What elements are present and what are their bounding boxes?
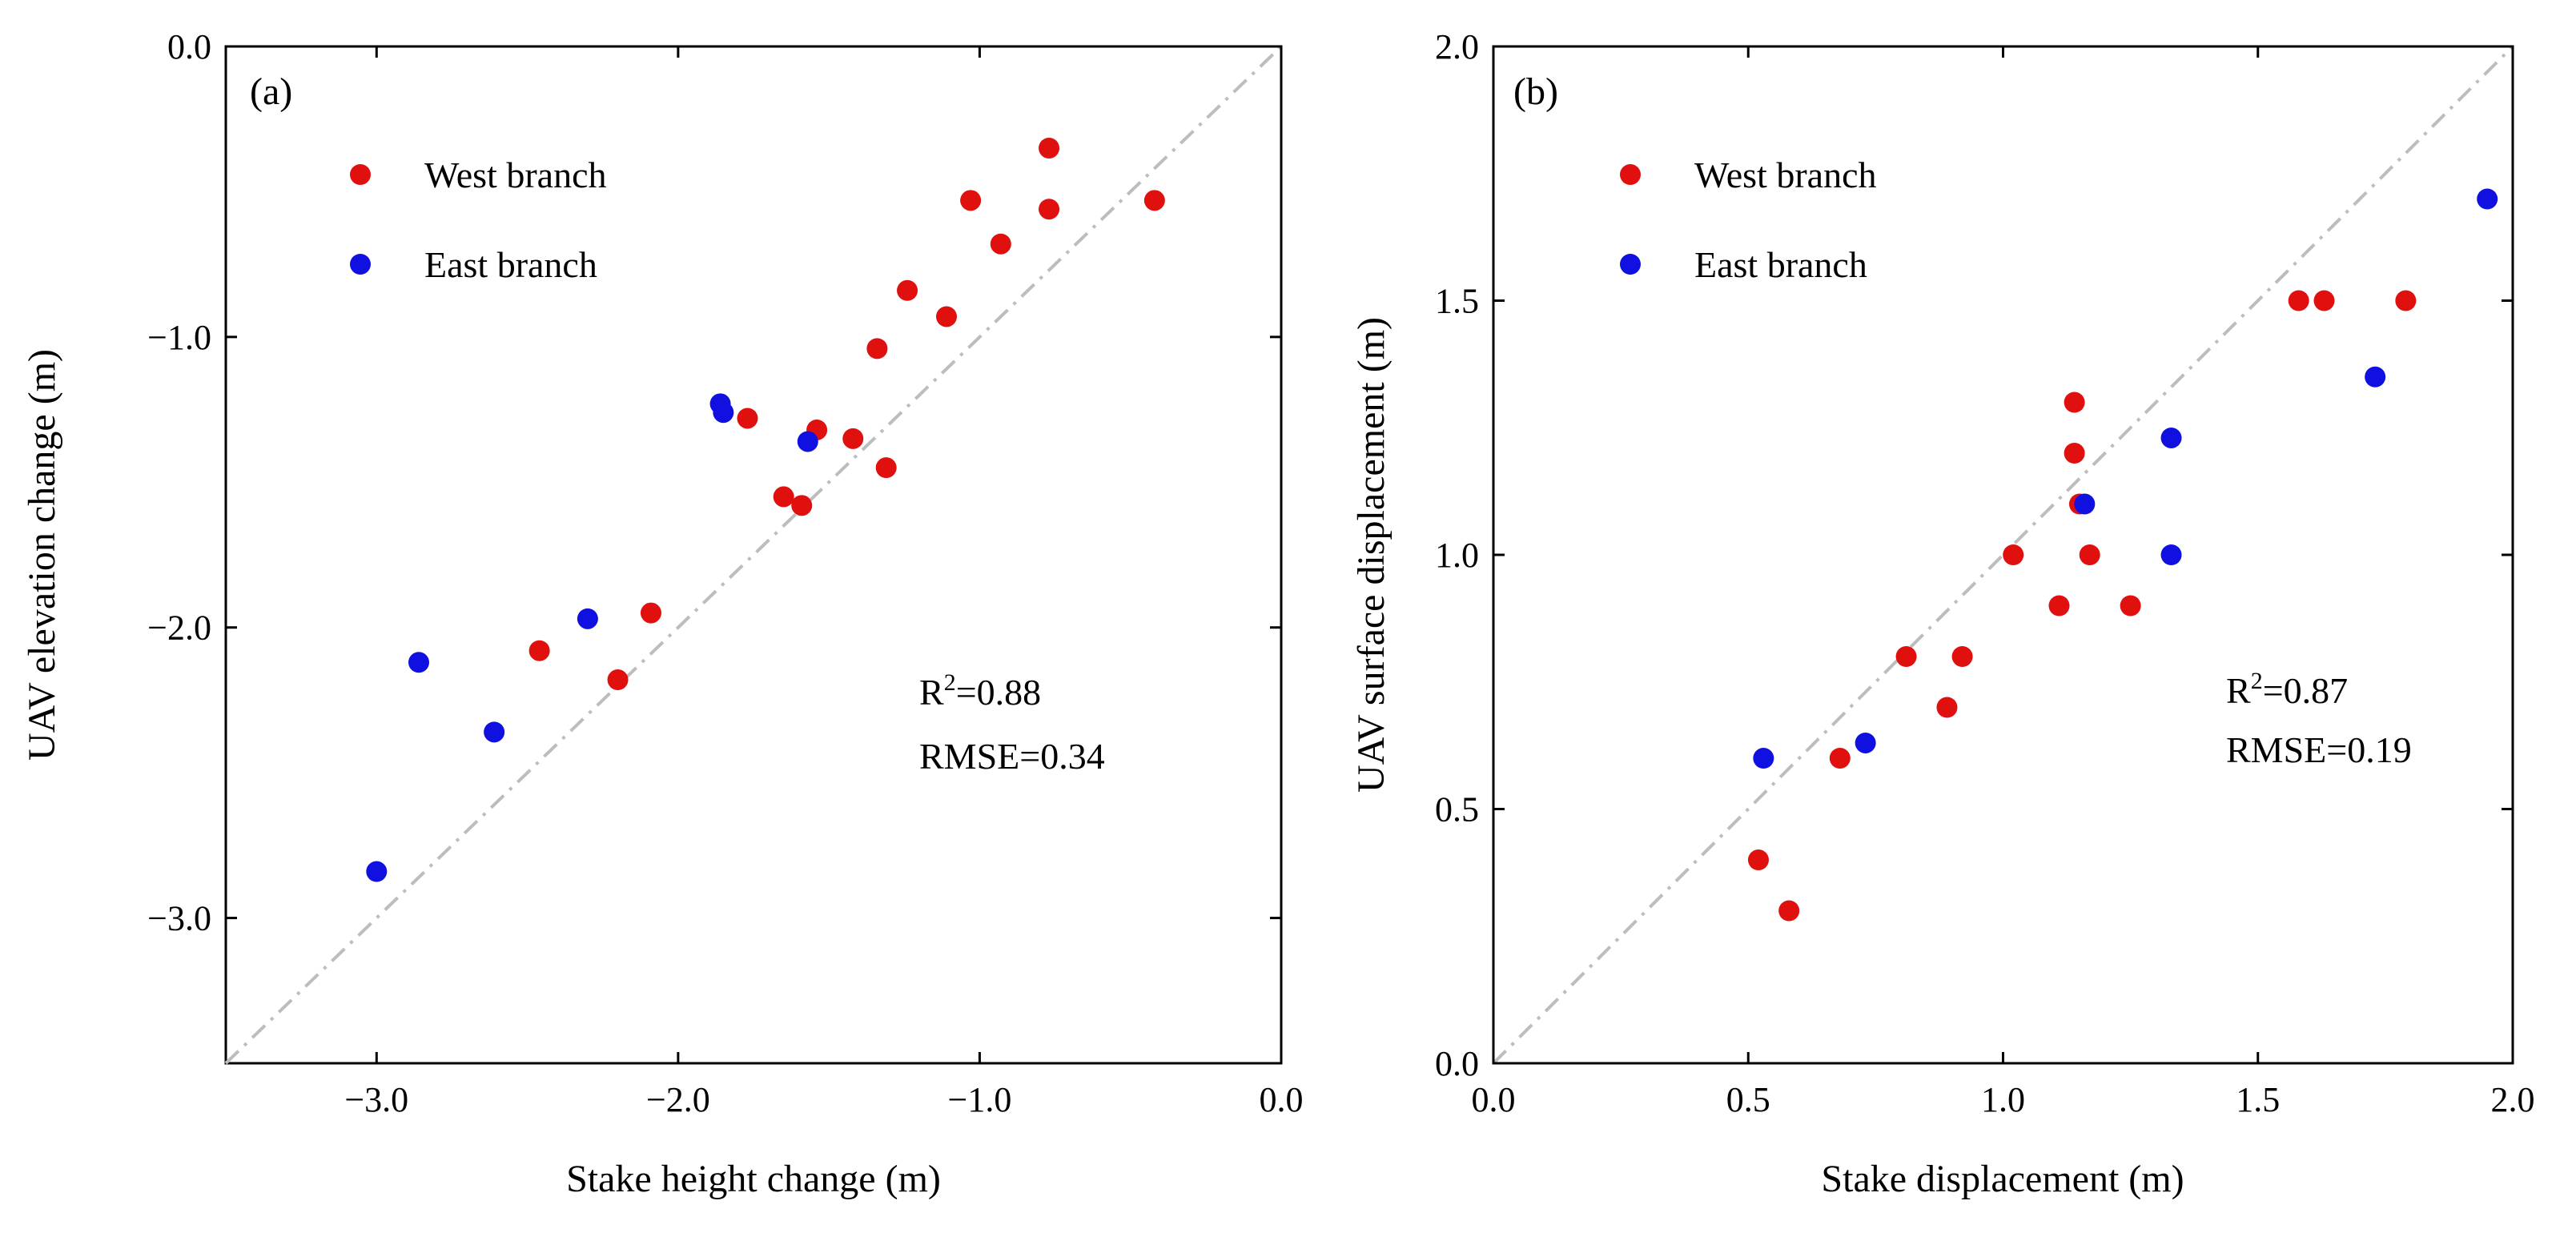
panel-a-legend-west-marker — [350, 164, 371, 185]
panel-b-label: (b) — [1513, 70, 1558, 113]
panel-a-east-point — [484, 721, 505, 743]
panel-b-legend-west-marker — [1620, 164, 1641, 185]
panel-a-east-point — [713, 402, 734, 424]
panel-b-scatter: 0.0 0.5 1.0 1.5 2.0 0.0 0.5 1.0 1.5 2.0 (b) West … — [1350, 27, 2535, 1200]
panel-a-r-squared-value: =0.88 — [956, 672, 1041, 713]
panel-b-legend: West branch East branch — [1620, 155, 1876, 285]
panel-a-y-tick-label: −2.0 — [147, 608, 211, 648]
panel-b-y-tick-label: 0.0 — [1435, 1044, 1479, 1083]
panel-a-ticks: −3.0 −2.0 −1.0 0.0 0.0 −1.0 −2.0 −3.0 — [147, 27, 1303, 1119]
panel-b-west-point — [2120, 595, 2141, 616]
panel-b-west-point — [1829, 748, 1851, 769]
panel-b-legend-east-marker — [1620, 254, 1641, 275]
panel-a-legend-east-label: East branch — [424, 244, 597, 285]
panel-b-ticks: 0.0 0.5 1.0 1.5 2.0 0.0 0.5 1.0 1.5 2.0 — [1435, 27, 2535, 1119]
panel-b-west-point — [2048, 595, 2070, 616]
panel-a-x-axis-title: Stake height change (m) — [566, 1158, 941, 1200]
panel-b-legend-west-label: West branch — [1694, 155, 1876, 195]
panel-a-scatter: −3.0 −2.0 −1.0 0.0 0.0 −1.0 −2.0 −3.0 (a) West … — [21, 27, 1304, 1200]
panel-a-r-squared-sup: 2 — [944, 669, 956, 696]
panel-a-east-point — [577, 608, 598, 629]
panel-b-west-point — [2064, 392, 2085, 413]
panel-b-x-axis-title: Stake displacement (m) — [1821, 1158, 2184, 1200]
panel-a-west-point — [528, 640, 550, 661]
panel-b-x-tick-label: 0.0 — [1472, 1080, 1516, 1119]
panel-b-east-point — [1753, 748, 1774, 769]
panel-b-r-squared: R2=0.87 — [2226, 668, 2348, 711]
panel-a-legend-east-marker — [350, 254, 371, 275]
panel-a-east-point — [408, 652, 430, 673]
panel-a-west-point — [866, 338, 888, 359]
panel-b-east-point — [2477, 188, 2498, 210]
panel-a-r-squared: R2=0.88 — [919, 669, 1041, 713]
panel-b-west-point — [2288, 290, 2309, 311]
panel-b-west-point — [2313, 290, 2335, 311]
panel-b-r-squared-letter: R — [2226, 670, 2251, 711]
panel-a-legend: West branch East branch — [350, 155, 606, 285]
panel-a-west-point — [1143, 190, 1165, 211]
panel-a-west-point — [607, 669, 629, 691]
panel-b-east-point — [2160, 427, 2182, 448]
panel-a-west-point — [960, 190, 982, 211]
panel-b-west-point — [1778, 900, 1800, 922]
panel-a-legend-west-label: West branch — [424, 155, 606, 195]
panel-a-y-tick-label: −3.0 — [147, 899, 211, 938]
panel-b-east-point — [2160, 544, 2182, 565]
panel-a-x-tick-label: −2.0 — [646, 1080, 710, 1119]
panel-a-west-point — [875, 457, 897, 479]
panel-a-x-tick-label: −3.0 — [344, 1080, 408, 1119]
panel-b-y-tick-label: 0.5 — [1435, 790, 1479, 829]
panel-a-west-point — [737, 408, 758, 429]
panel-a-rmse: RMSE=0.34 — [919, 736, 1105, 777]
panel-a-west-point — [1039, 199, 1060, 220]
panel-a-east-point — [797, 431, 818, 452]
panel-b-r-squared-value: =0.87 — [2263, 670, 2348, 711]
panel-b-points — [1747, 188, 2498, 922]
panel-a-plot-frame — [224, 45, 1283, 1065]
panel-b-west-point — [2079, 544, 2100, 565]
panel-a-label: (a) — [250, 70, 292, 113]
panel-a-y-axis-title: UAV elevation change (m) — [21, 349, 63, 761]
panel-a-west-point — [842, 428, 864, 449]
panel-a-east-point — [366, 861, 388, 882]
panel-b-east-point — [2365, 366, 2386, 388]
panel-b-x-tick-label: 2.0 — [2491, 1080, 2535, 1119]
panel-a-y-tick-label: −1.0 — [147, 318, 211, 357]
panel-b-west-point — [2003, 544, 2024, 565]
panel-b-y-tick-label: 1.0 — [1435, 536, 1479, 575]
panel-b-east-point — [1855, 732, 1876, 753]
panel-a-west-point — [936, 306, 958, 327]
panel-b-r-squared-sup: 2 — [2251, 668, 2263, 694]
panel-b-x-tick-label: 1.5 — [2236, 1080, 2280, 1119]
panel-a-west-point — [791, 495, 813, 516]
panel-b-legend-east-label: East branch — [1694, 244, 1867, 285]
panel-a-r-squared-letter: R — [919, 672, 944, 713]
panel-b-y-axis-title: UAV surface displacement (m) — [1350, 317, 1392, 793]
panel-a-west-point — [990, 233, 1011, 255]
panel-a-west-point — [773, 486, 794, 508]
panel-a-y-tick-label: 0.0 — [167, 27, 211, 66]
panel-b-west-point — [2064, 443, 2085, 464]
panel-a-one-to-one-line — [224, 45, 1283, 1065]
panel-b-west-point — [1747, 849, 1769, 870]
panel-b-west-point — [1936, 697, 1958, 718]
panel-b-rmse: RMSE=0.19 — [2226, 729, 2412, 770]
panel-b-x-tick-label: 1.0 — [1981, 1080, 2025, 1119]
panel-a-west-point — [1039, 138, 1060, 159]
panel-b-west-point — [1951, 646, 1973, 667]
panel-b-x-tick-label: 0.5 — [1726, 1080, 1770, 1119]
panel-b-east-point — [2074, 493, 2096, 515]
panel-a-west-point — [897, 279, 918, 301]
panel-a-west-point — [640, 602, 661, 624]
panel-b-y-tick-label: 2.0 — [1435, 27, 1479, 66]
panel-b-west-point — [1895, 646, 1917, 667]
panel-a-x-tick-label: −1.0 — [948, 1080, 1012, 1119]
panel-a-x-tick-label: 0.0 — [1260, 1080, 1304, 1119]
panel-a-points — [366, 138, 1165, 882]
panel-b-y-tick-label: 1.5 — [1435, 282, 1479, 321]
panel-b-west-point — [2395, 290, 2417, 311]
